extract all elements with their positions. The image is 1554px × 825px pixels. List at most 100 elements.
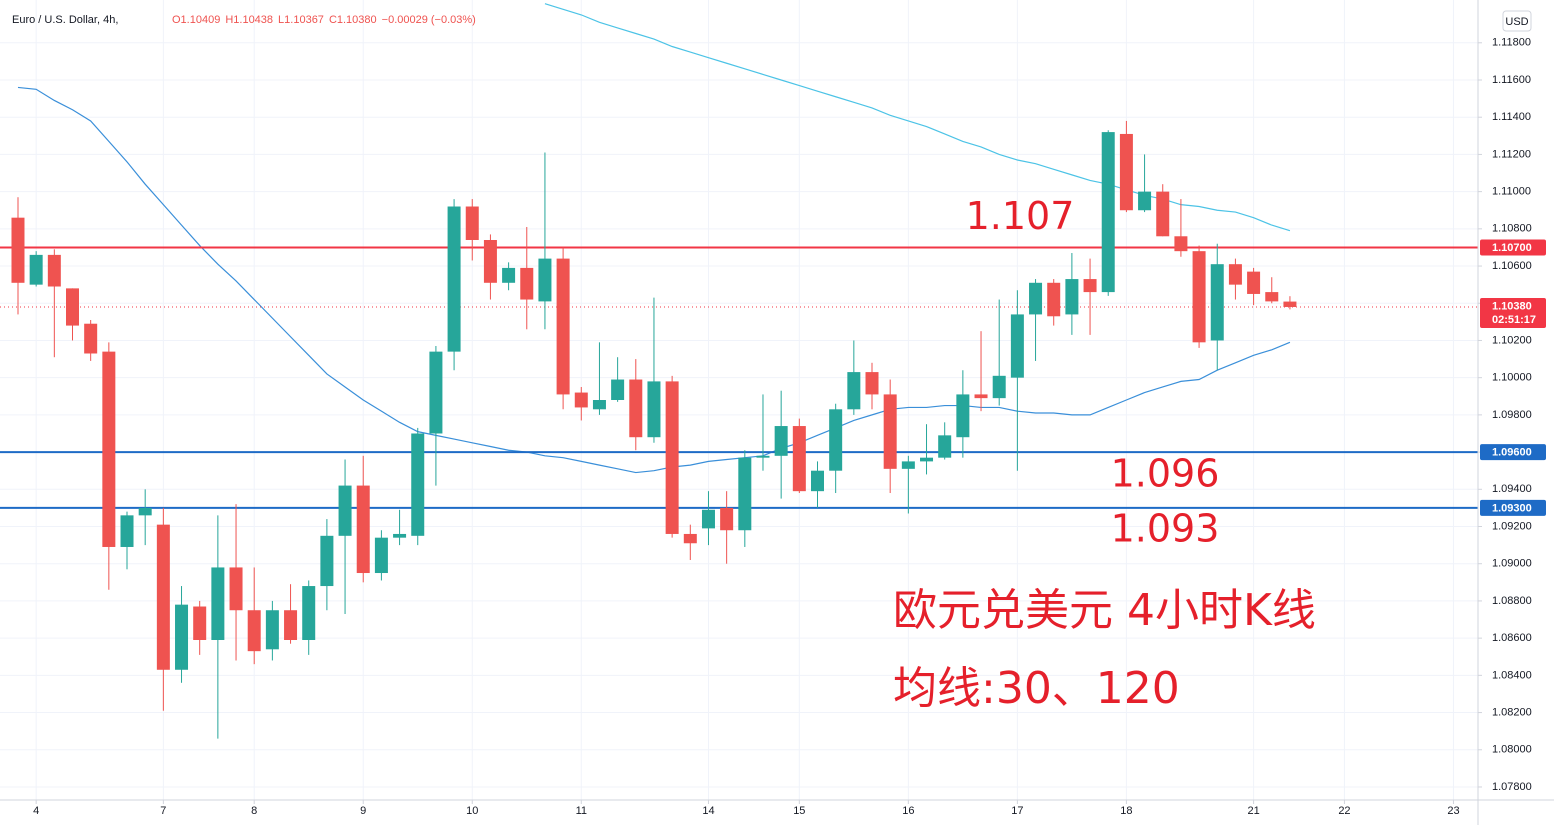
candle-body[interactable] <box>538 258 552 302</box>
candle-body[interactable] <box>829 409 843 471</box>
candle-body[interactable] <box>629 379 643 438</box>
y-tick-label: 1.10800 <box>1492 223 1532 235</box>
candle-body[interactable] <box>502 267 516 283</box>
candle-body[interactable] <box>156 524 170 670</box>
candle-body[interactable] <box>1283 301 1297 307</box>
candle-body[interactable] <box>247 610 261 652</box>
candle-body[interactable] <box>1228 264 1242 285</box>
chart-note: 均线:30、120 <box>893 663 1180 714</box>
y-tick-label: 1.08200 <box>1492 706 1532 718</box>
candle-body[interactable] <box>938 435 952 458</box>
y-tick-label: 1.11000 <box>1492 186 1531 198</box>
candle-body[interactable] <box>683 533 697 544</box>
candle-body[interactable] <box>1265 292 1279 302</box>
y-tick-label: 1.09400 <box>1492 483 1532 495</box>
candle-body[interactable] <box>447 206 461 352</box>
candle-body[interactable] <box>284 610 298 640</box>
x-tick-label: 14 <box>702 805 714 817</box>
candle-body[interactable] <box>1047 282 1061 317</box>
candle-body[interactable] <box>1156 191 1170 237</box>
candle-body[interactable] <box>229 567 243 611</box>
candle-body[interactable] <box>1174 236 1188 252</box>
candle-body[interactable] <box>738 457 752 531</box>
candle-body[interactable] <box>883 394 897 469</box>
ohlc-value: −0.00029 (−0.03%) <box>382 14 476 26</box>
candle-body[interactable] <box>302 586 316 640</box>
price-tag-label: 1.09300 <box>1492 502 1532 514</box>
symbol-title: Euro / U.S. Dollar, 4h, <box>12 14 118 26</box>
candle-body[interactable] <box>1083 279 1097 293</box>
x-tick-label: 15 <box>793 805 805 817</box>
candle-body[interactable] <box>193 606 207 640</box>
candle-body[interactable] <box>956 394 970 438</box>
candle-body[interactable] <box>393 533 407 538</box>
candle-body[interactable] <box>429 351 443 434</box>
candle-body[interactable] <box>102 351 116 547</box>
candle-body[interactable] <box>592 400 606 410</box>
candle-body[interactable] <box>1029 282 1043 315</box>
candle-body[interactable] <box>265 610 279 650</box>
candle-body[interactable] <box>465 206 479 240</box>
candle-body[interactable] <box>647 381 661 438</box>
candle-body[interactable] <box>483 240 497 283</box>
candle-body[interactable] <box>1119 133 1133 211</box>
candle-body[interactable] <box>665 381 679 534</box>
candle-body[interactable] <box>175 604 189 670</box>
candle-body[interactable] <box>901 461 915 469</box>
candle-body[interactable] <box>847 372 861 410</box>
candle-body[interactable] <box>1010 314 1024 378</box>
candle-body[interactable] <box>374 537 388 574</box>
candle-body[interactable] <box>792 426 806 492</box>
candle-body[interactable] <box>756 455 770 458</box>
candle-body[interactable] <box>1101 132 1115 293</box>
candle-body[interactable] <box>974 394 988 399</box>
candle-body[interactable] <box>520 267 534 300</box>
candle-body[interactable] <box>865 372 879 395</box>
level-annotation: 1.096 <box>1111 452 1220 496</box>
candle-body[interactable] <box>84 323 98 354</box>
last-price-label: 1.10380 <box>1492 300 1532 312</box>
candle-body[interactable] <box>120 515 134 547</box>
ohlc-value: C1.10380 <box>329 14 377 26</box>
candle-body[interactable] <box>1065 279 1079 315</box>
candle-body[interactable] <box>992 375 1006 399</box>
x-tick-label: 17 <box>1011 805 1023 817</box>
candle-body[interactable] <box>11 217 25 283</box>
y-tick-label: 1.08800 <box>1492 595 1532 607</box>
candle-body[interactable] <box>320 535 334 587</box>
candle-body[interactable] <box>411 433 425 536</box>
candle-body[interactable] <box>611 379 625 400</box>
candle-body[interactable] <box>701 509 715 529</box>
legend-header: Euro / U.S. Dollar, 4h, O1.10409 H1.10438… <box>12 14 476 26</box>
currency-label: USD <box>1505 16 1528 28</box>
candle-body[interactable] <box>810 470 824 492</box>
candle-body[interactable] <box>1247 271 1261 294</box>
candle-body[interactable] <box>138 507 152 516</box>
candle-body[interactable] <box>338 485 352 536</box>
candle-body[interactable] <box>920 457 934 462</box>
candle-body[interactable] <box>29 254 43 285</box>
y-tick-label: 1.09800 <box>1492 409 1532 421</box>
price-tag-label: 1.10700 <box>1492 242 1532 254</box>
candle-body[interactable] <box>47 254 61 287</box>
candle-body[interactable] <box>720 507 734 531</box>
candle-body[interactable] <box>211 567 225 640</box>
candle-body[interactable] <box>1192 251 1206 343</box>
candle-body[interactable] <box>774 426 788 456</box>
ohlc-value: H1.10438 <box>225 14 273 26</box>
chart-note: 欧元兑美元 4小时K线 <box>893 585 1316 636</box>
candle-body[interactable] <box>66 288 80 326</box>
x-tick-label: 11 <box>576 805 587 817</box>
candle-body[interactable] <box>356 485 370 574</box>
candle-body[interactable] <box>1210 264 1224 341</box>
currency-box[interactable] <box>1502 10 1532 32</box>
x-tick-label: 23 <box>1447 805 1459 817</box>
candle-body[interactable] <box>1138 191 1152 211</box>
candle-body[interactable] <box>556 258 570 395</box>
ohlc-value: O1.10409 <box>172 14 220 26</box>
candle-body[interactable] <box>574 392 588 408</box>
x-tick-label: 22 <box>1338 805 1350 817</box>
